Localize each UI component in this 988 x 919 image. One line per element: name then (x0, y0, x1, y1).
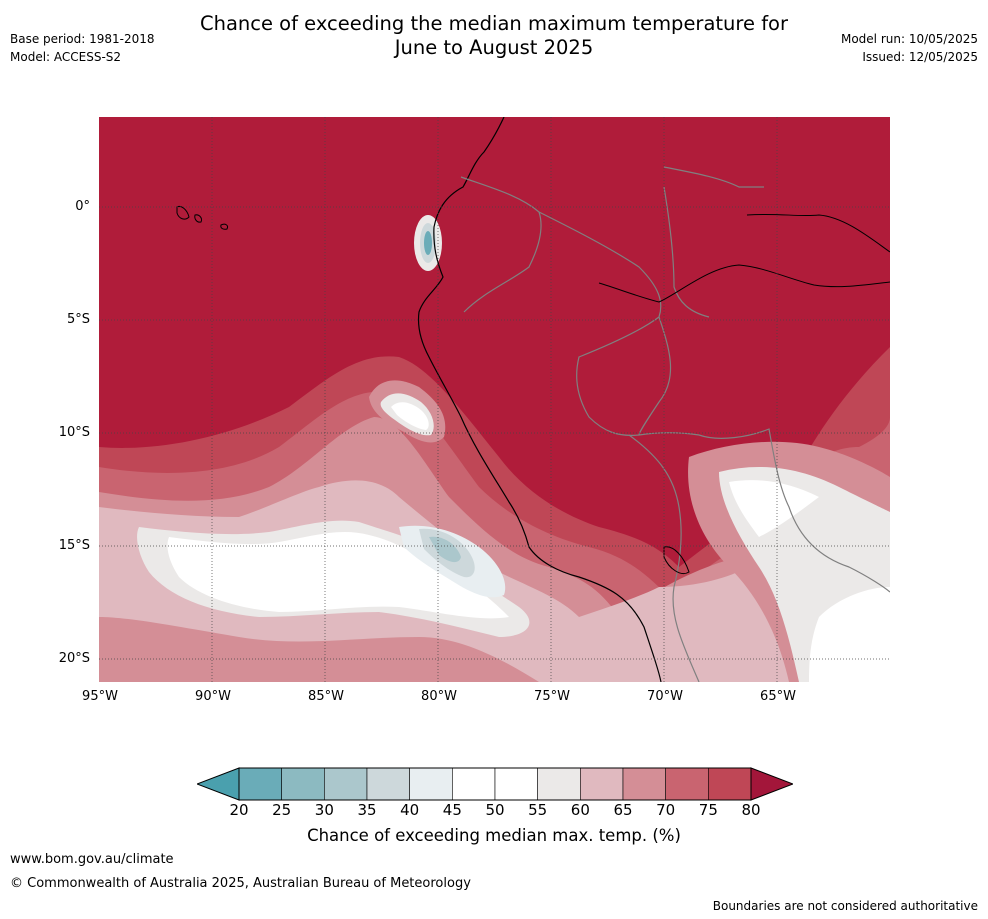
lon-label-95w: 95°W (82, 689, 118, 704)
colorbar-tick-label: 55 (528, 801, 548, 819)
lake-titicaca (663, 546, 690, 574)
colorbar-tick-label: 45 (442, 801, 462, 819)
colorbar-segment (580, 767, 624, 801)
band-50 (167, 532, 509, 619)
colorbar-segment (452, 767, 496, 801)
colorbar-segments (238, 767, 752, 801)
lon-label-90w: 90°W (195, 689, 231, 704)
title-line-1: Chance of exceeding the median maximum t… (199, 12, 789, 35)
colorbar-tick-label: 60 (570, 801, 590, 819)
issued-date: Issued: 12/05/2025 (862, 50, 978, 64)
base-period: Base period: 1981-2018 (10, 32, 155, 46)
model-name: Model: ACCESS-S2 (10, 50, 122, 64)
colorbar-tick-label: 20 (229, 801, 249, 819)
colorbar-segment (665, 767, 709, 801)
colorbar-segment (324, 767, 368, 801)
lon-label-65w: 65°W (760, 689, 796, 704)
coastline-west (417, 117, 662, 682)
colorbar-high-extend (750, 767, 793, 801)
colorbar-segment (494, 767, 538, 801)
band-25-equator (424, 231, 432, 255)
forecast-map (99, 117, 890, 682)
map-title: Chance of exceeding the median maximum t… (0, 12, 988, 60)
colorbar-tick-label: 70 (656, 801, 676, 819)
colorbar-outline (238, 767, 752, 801)
colorbar-tick-label: 65 (613, 801, 633, 819)
lat-label-10s: 10°S (58, 425, 90, 440)
band-50-inland (729, 480, 890, 682)
galapagos-islands (176, 206, 228, 230)
title-line-2: June to August 2025 (394, 36, 594, 59)
colorbar-tick-label: 50 (485, 801, 505, 819)
meta-right: Model run: 10/05/2025 Issued: 12/05/2025 (841, 30, 978, 66)
colorbar-segment (238, 767, 282, 801)
model-run: Model run: 10/05/2025 (840, 32, 978, 46)
band-35 (429, 536, 461, 563)
colorbar-tick-label: 75 (698, 801, 718, 819)
colorbar-segment (708, 767, 752, 801)
colorbar-tick-label: 80 (741, 801, 761, 819)
colorbar-segment (537, 767, 581, 801)
meta-left: Base period: 1981-2018 Model: ACCESS-S2 (10, 30, 155, 66)
colorbar-tick-label: 30 (314, 801, 334, 819)
colorbar-tick-label: 25 (272, 801, 292, 819)
gridlines (99, 117, 890, 682)
lat-label-15s: 15°S (58, 538, 90, 553)
lon-label-85w: 85°W (308, 689, 344, 704)
colorbar-segment (409, 767, 453, 801)
colorbar-label: Chance of exceeding median max. temp. (%… (307, 826, 681, 845)
lat-label-5s: 5°S (66, 312, 90, 327)
colorbar-segment (366, 767, 410, 801)
band-50-north (391, 402, 429, 430)
colorbar-tick-label: 35 (357, 801, 377, 819)
amazon-north (746, 213, 890, 253)
colorbar-segment (622, 767, 666, 801)
lat-label-0: 0° (75, 199, 90, 214)
colorbar (197, 767, 793, 801)
colorbar-segment (281, 767, 325, 801)
website-text: www.bom.gov.au/climate (10, 852, 174, 867)
copyright-text: © Commonwealth of Australia 2025, Austra… (10, 876, 471, 891)
lon-label-70w: 70°W (647, 689, 683, 704)
lat-label-20s: 20°S (58, 651, 90, 666)
amazon-river (598, 264, 890, 303)
lon-label-75w: 75°W (534, 689, 570, 704)
disclaimer-text: Boundaries are not considered authoritat… (712, 899, 978, 913)
colorbar-tick-label: 40 (400, 801, 420, 819)
lon-label-80w: 80°W (421, 689, 457, 704)
colorbar-low-extend (197, 767, 240, 801)
